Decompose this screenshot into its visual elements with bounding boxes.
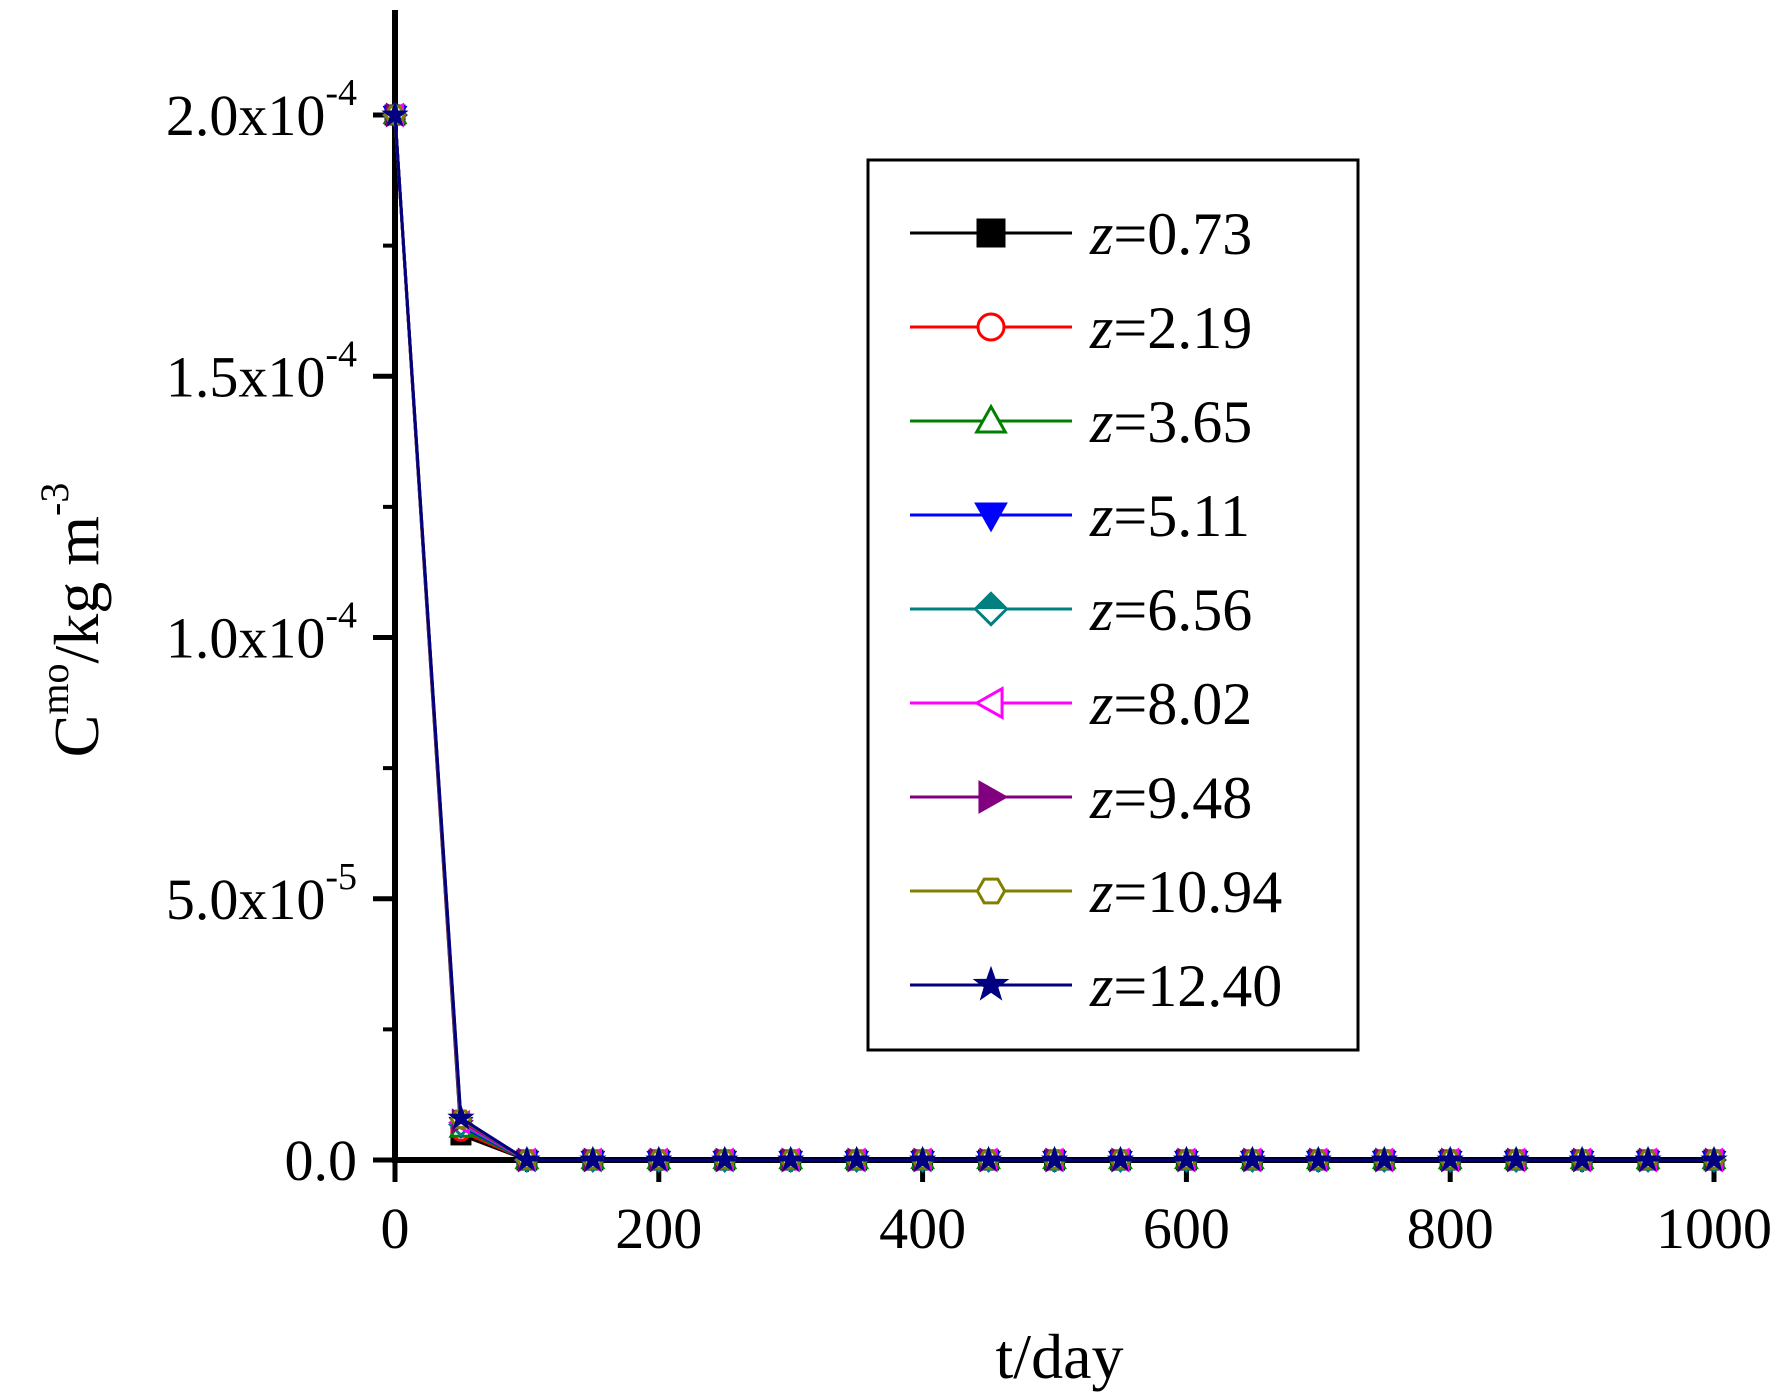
y-tick-label: 1.5x10-4	[166, 333, 357, 409]
legend-marker	[973, 591, 1009, 627]
data-point	[645, 1145, 673, 1172]
data-point	[777, 1145, 805, 1172]
legend-item: z=2.19	[910, 295, 1252, 361]
legend-label-value: =5.11	[1113, 483, 1250, 549]
legend-item: z=10.94	[910, 859, 1282, 925]
legend-label: z=5.11	[1089, 483, 1250, 549]
y-axis-title-superscript: mo	[32, 664, 77, 715]
legend-marker	[976, 312, 1006, 342]
x-tick-label: 600	[1143, 1196, 1230, 1261]
legend-label: z=6.56	[1089, 577, 1252, 643]
legend-label-value: =6.56	[1113, 577, 1252, 643]
series	[381, 100, 1728, 1173]
series-z=12.40	[381, 100, 1728, 1172]
x-tick-label: 1000	[1656, 1196, 1772, 1261]
y-tick-label: 1.0x10-4	[166, 595, 357, 671]
legend-item: z=9.48	[910, 765, 1252, 831]
data-point	[711, 1145, 739, 1172]
data-point	[1634, 1145, 1662, 1172]
data-point	[1502, 1145, 1530, 1172]
y-tick-mantissa: 0.0	[285, 1128, 358, 1193]
y-tick-mantissa: 2.0x10	[166, 83, 326, 148]
legend-label-variable: z	[1089, 483, 1113, 549]
data-point	[447, 1103, 475, 1130]
legend-label: z=10.94	[1089, 859, 1282, 925]
legend-label-variable: z	[1089, 859, 1113, 925]
legend-label: z=12.40	[1089, 953, 1282, 1019]
legend-label: z=0.73	[1089, 201, 1252, 267]
y-tick-mantissa: 1.5x10	[166, 344, 326, 409]
data-point	[1568, 1145, 1596, 1172]
legend-label-variable: z	[1089, 389, 1113, 455]
legend-label-value: =8.02	[1113, 671, 1252, 737]
legend-item: z=5.11	[910, 483, 1250, 549]
legend-marker	[974, 403, 1008, 434]
y-tick-label: 5.0x10-5	[166, 856, 357, 932]
y-tick-label: 0.0	[285, 1128, 358, 1193]
y-tick-label: 2.0x10-4	[166, 72, 357, 148]
legend-marker	[976, 218, 1006, 248]
x-tick-label: 200	[615, 1196, 702, 1261]
legend-marker	[974, 502, 1008, 533]
y-axis-title: Cmo/kg m-3	[32, 483, 112, 758]
legend-label-value: =0.73	[1113, 201, 1252, 267]
data-point	[1304, 1145, 1332, 1172]
legend-box	[866, 158, 1360, 1052]
data-point	[974, 1145, 1003, 1172]
legend-item: z=0.73	[910, 201, 1252, 267]
data-point	[1436, 1145, 1464, 1172]
x-tick-label: 800	[1407, 1196, 1494, 1261]
legend: z=0.73z=2.19z=3.65z=5.11z=6.56z=8.02z=9.…	[866, 158, 1360, 1052]
legend-label-value: =12.40	[1113, 953, 1282, 1019]
legend-label-variable: z	[1089, 671, 1113, 737]
legend-label-value: =3.65	[1113, 389, 1252, 455]
legend-items: z=0.73z=2.19z=3.65z=5.11z=6.56z=8.02z=9.…	[910, 201, 1282, 1019]
x-tick-label: 0	[381, 1196, 410, 1261]
legend-marker	[978, 780, 1009, 814]
data-point	[909, 1145, 937, 1172]
legend-item: z=8.02	[910, 671, 1252, 737]
legend-item: z=3.65	[910, 389, 1252, 455]
legend-label-variable: z	[1089, 953, 1113, 1019]
data-point	[1700, 1145, 1728, 1172]
y-tick-exponent: -4	[325, 595, 357, 637]
data-point	[1040, 1145, 1069, 1172]
data-point	[1370, 1145, 1398, 1172]
legend-label: z=2.19	[1089, 295, 1252, 361]
data-point	[843, 1145, 871, 1172]
x-axis-title: t/day	[996, 1321, 1124, 1392]
data-point	[381, 100, 409, 127]
legend-label-value: =9.48	[1113, 765, 1252, 831]
legend-label-value: =2.19	[1113, 295, 1252, 361]
y-tick-exponent: -5	[325, 856, 357, 898]
legend-label-value: =10.94	[1113, 859, 1282, 925]
y-tick-mantissa: 1.0x10	[166, 606, 326, 671]
legend-label: z=3.65	[1089, 389, 1252, 455]
data-point	[579, 1145, 607, 1172]
y-tick-mantissa: 5.0x10	[166, 867, 326, 932]
legend-label-variable: z	[1089, 765, 1113, 831]
y-axis-title-base: C	[41, 715, 112, 758]
y-tick-exponent: -4	[325, 72, 357, 114]
legend-item: z=12.40	[910, 953, 1282, 1019]
legend-label: z=8.02	[1089, 671, 1252, 737]
legend-label-variable: z	[1089, 577, 1113, 643]
data-point	[1172, 1145, 1200, 1172]
y-tick-exponent: -4	[325, 333, 357, 375]
legend-label-variable: z	[1089, 295, 1113, 361]
legend-label: z=9.48	[1089, 765, 1252, 831]
legend-item: z=6.56	[910, 577, 1252, 643]
legend-marker	[972, 965, 1010, 1001]
y-axis-title-unit-superscript: -3	[32, 483, 77, 516]
legend-label-variable: z	[1089, 201, 1113, 267]
y-axis-title-unit: /kg m	[41, 516, 112, 664]
legend-marker	[973, 686, 1004, 720]
data-point	[1106, 1145, 1135, 1172]
legend-marker	[975, 877, 1007, 905]
data-point	[513, 1145, 541, 1172]
data-point	[1238, 1145, 1266, 1172]
ticks: 0 200 400 600 800 10000.05.0x10-51.0x10-41.5x…	[166, 72, 1772, 1261]
x-tick-label: 400	[879, 1196, 966, 1261]
